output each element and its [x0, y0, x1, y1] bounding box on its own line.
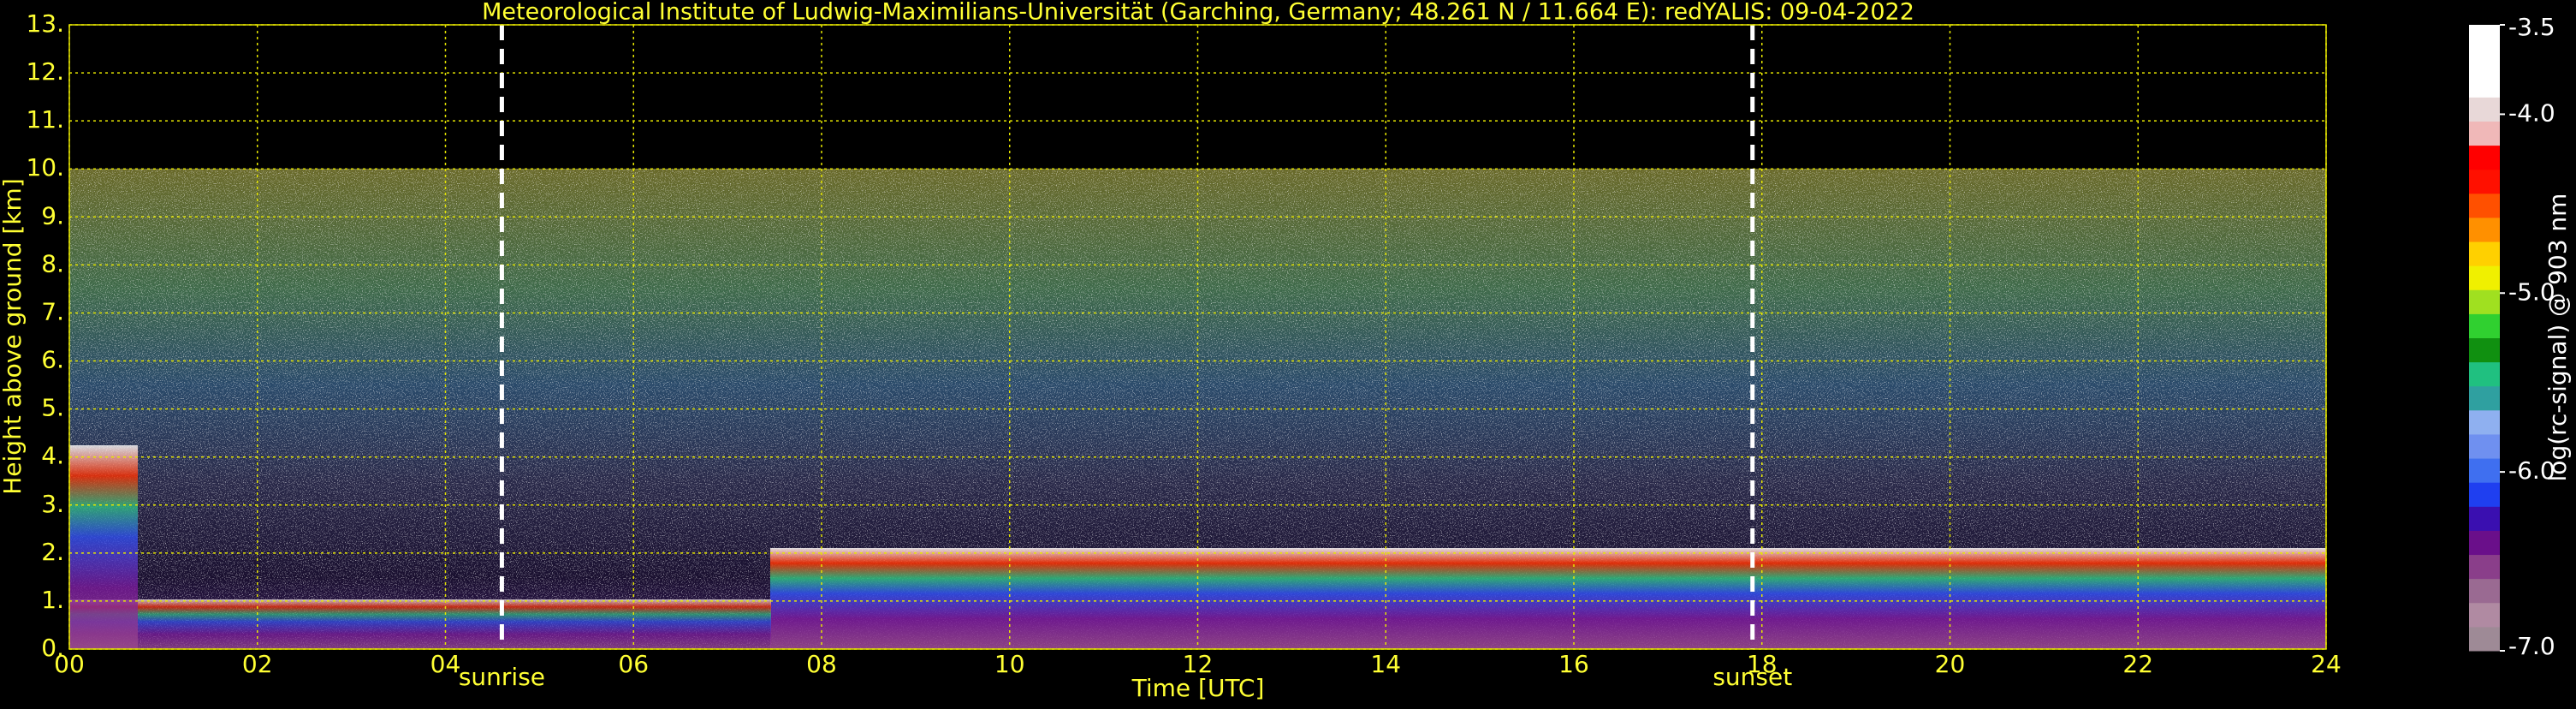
colorbar-segment [2469, 25, 2500, 50]
colorbar-segment [2469, 121, 2500, 146]
colorbar-segment [2469, 265, 2500, 290]
x-tick-label: 22 [2122, 650, 2153, 678]
annotations: sunrise sunset [459, 25, 1792, 691]
y-tick-label: 11. [26, 105, 64, 134]
y-tick-label: 12. [26, 57, 64, 86]
colorbar: -3.5 -4.0 -5.0 -6.0 -7.0 [2469, 13, 2555, 660]
colorbar-segment [2469, 49, 2500, 74]
colorbar-segment [2469, 482, 2500, 507]
colorbar-segment [2469, 578, 2500, 604]
chart-title: Meteorological Institute of Ludwig-Maxim… [482, 0, 1914, 26]
y-tick-label: 13. [26, 9, 64, 38]
x-tick-label: 02 [242, 650, 273, 678]
x-tick-label: 06 [618, 650, 649, 678]
x-axis-label: Time [UTC] [1131, 674, 1265, 702]
colorbar-segment [2469, 458, 2500, 483]
x-tick-label: 24 [2311, 650, 2342, 678]
x-tick-label: 00 [54, 650, 85, 678]
y-tick-label: 10. [26, 153, 64, 182]
colorbar-tick-label: -3.5 [2508, 13, 2555, 41]
colorbar-segment [2469, 313, 2500, 338]
y-tick-label: 4. [41, 442, 64, 470]
colorbar-segment [2469, 145, 2500, 170]
colorbar-tick-label: -4.0 [2508, 98, 2555, 127]
colorbar-segment [2469, 554, 2500, 580]
colorbar-segment [2469, 409, 2500, 435]
colorbar-segment [2469, 602, 2500, 628]
colorbar-segment [2469, 241, 2500, 266]
x-tick-label: 20 [1935, 650, 1966, 678]
y-tick-label: 1. [41, 586, 64, 614]
y-tick-label: 5. [41, 394, 64, 422]
colorbar-segment [2469, 217, 2500, 242]
x-tick-label: 18 [1747, 650, 1778, 678]
colorbar-segment [2469, 193, 2500, 218]
colorbar-label: log(rc-signal) @ 903 nm [2543, 194, 2572, 482]
y-tick-label: 8. [41, 249, 64, 277]
annotation-label: sunrise [459, 663, 545, 691]
y-tick-label: 6. [41, 346, 64, 374]
x-tick-label: 12 [1183, 650, 1214, 678]
colorbar-segment [2469, 433, 2500, 459]
y-tick-label: 0. [41, 634, 64, 662]
x-tick-label: 16 [1558, 650, 1589, 678]
annotation-label: sunset [1712, 663, 1792, 691]
colorbar-segment [2469, 506, 2500, 531]
y-tick-label: 3. [41, 490, 64, 518]
colorbar-tick-label: -5.0 [2508, 277, 2555, 306]
colorbar-segment [2469, 361, 2500, 387]
colorbar-segment [2469, 530, 2500, 556]
colorbar-segment [2469, 169, 2500, 194]
y-axis-label: Height above ground [km] [0, 178, 27, 495]
colorbar-segment [2469, 385, 2500, 411]
plot-frame [68, 24, 2327, 650]
colorbar-tick-label: -7.0 [2508, 632, 2555, 660]
x-tick-label: 04 [430, 650, 461, 678]
y-tick-label: 9. [41, 201, 64, 229]
x-tick-label: 14 [1370, 650, 1401, 678]
colorbar-segment [2469, 289, 2500, 314]
y-tick-label: 7. [41, 297, 64, 325]
colorbar-tick-label: -6.0 [2508, 456, 2555, 485]
colorbar-segment [2469, 97, 2500, 122]
y-tick-label: 2. [41, 538, 64, 566]
colorbar-segment [2469, 73, 2500, 98]
x-tick-label: 08 [806, 650, 837, 678]
colorbar-segment [2469, 626, 2500, 652]
colorbar-segment [2469, 337, 2500, 363]
x-tick-label: 10 [994, 650, 1025, 678]
